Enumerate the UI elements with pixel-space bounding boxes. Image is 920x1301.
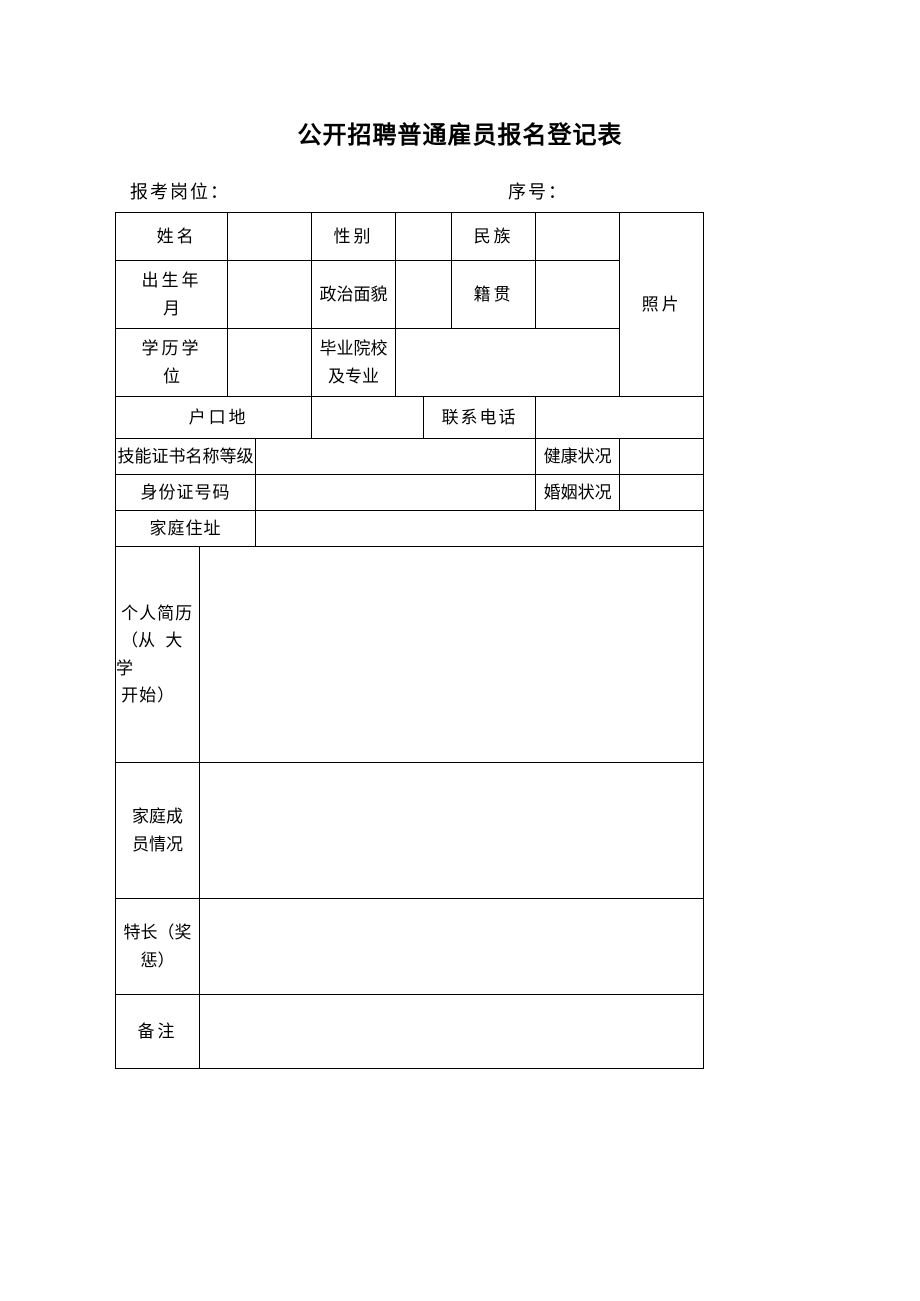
form-title: 公开招聘普通雇员报名登记表 [115, 115, 805, 150]
label-talent: 特长（奖惩） [116, 899, 200, 995]
label-photo: 照片 [620, 213, 704, 397]
table-row: 技能证书名称等级 健康状况 [116, 439, 796, 475]
label-family: 家庭成员情况 [116, 763, 200, 899]
label-gender: 性别 [312, 213, 396, 261]
label-id-number: 身份证号码 [116, 475, 256, 511]
field-health [620, 439, 704, 475]
label-name: 姓名 [116, 213, 228, 261]
resume-line-2: （从 大 [116, 627, 199, 654]
field-marital [620, 475, 704, 511]
label-birth: 出生年月 [116, 261, 228, 329]
label-resume: 个人简历 （从 大 学 开始） [116, 547, 200, 763]
field-skill-cert [256, 439, 536, 475]
field-native-place [536, 261, 620, 329]
table-row: 姓名 性别 民族 照片 [116, 213, 796, 261]
label-skill-cert: 技能证书名称等级 [116, 439, 256, 475]
registration-table: 姓名 性别 民族 照片 出生年月 政治面貌 籍贯 学历学位 毕业院校及专业 户口… [115, 212, 796, 1069]
serial-label: 序号： [508, 178, 805, 204]
label-school-major: 毕业院校及专业 [312, 329, 396, 397]
table-row: 家庭成员情况 [116, 763, 796, 899]
field-family [200, 763, 704, 899]
label-political: 政治面貌 [312, 261, 396, 329]
field-address [256, 511, 704, 547]
field-school-major [396, 329, 620, 397]
header-row: 报考岗位： 序号： [115, 178, 805, 204]
position-label: 报考岗位： [130, 178, 508, 204]
field-talent [200, 899, 704, 995]
table-row: 个人简历 （从 大 学 开始） [116, 547, 796, 763]
resume-line-1: 个人简历 [116, 600, 199, 627]
resume-line-4: 开始） [116, 682, 199, 709]
resume-line-3: 学 [116, 655, 199, 682]
label-ethnicity: 民族 [452, 213, 536, 261]
field-hukou [312, 397, 424, 439]
label-address: 家庭住址 [116, 511, 256, 547]
field-phone [536, 397, 704, 439]
table-row: 备注 [116, 995, 796, 1069]
field-id-number [256, 475, 536, 511]
label-hukou: 户口地 [116, 397, 312, 439]
table-row: 户口地 联系电话 [116, 397, 796, 439]
table-row: 身份证号码 婚姻状况 [116, 475, 796, 511]
label-remark: 备注 [116, 995, 200, 1069]
field-birth [228, 261, 312, 329]
label-marital: 婚姻状况 [536, 475, 620, 511]
field-education [228, 329, 312, 397]
label-education: 学历学位 [116, 329, 228, 397]
label-phone: 联系电话 [424, 397, 536, 439]
field-gender [396, 213, 452, 261]
label-native-place: 籍贯 [452, 261, 536, 329]
field-political [396, 261, 452, 329]
field-remark [200, 995, 704, 1069]
table-row: 家庭住址 [116, 511, 796, 547]
field-ethnicity [536, 213, 620, 261]
table-row: 特长（奖惩） [116, 899, 796, 995]
label-health: 健康状况 [536, 439, 620, 475]
field-name [228, 213, 312, 261]
page-container: 公开招聘普通雇员报名登记表 报考岗位： 序号： 姓名 性别 民族 照片 出 [0, 0, 920, 1069]
field-resume [200, 547, 704, 763]
